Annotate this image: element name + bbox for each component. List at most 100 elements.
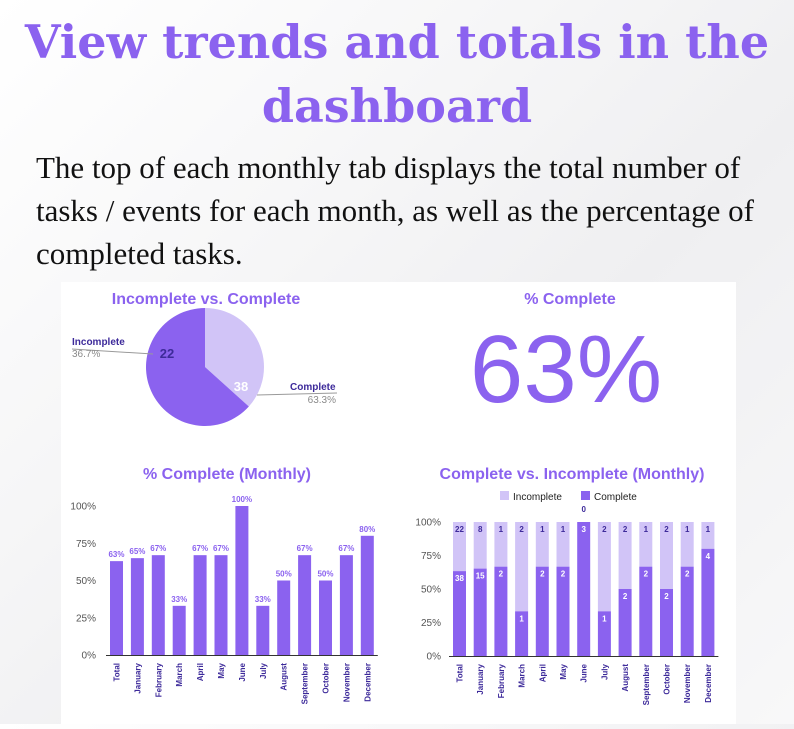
complete-value-label: 2 (499, 570, 504, 579)
x-tick-label: August (621, 664, 630, 692)
incomplete-value-label: 22 (455, 525, 464, 534)
complete-value-label: 3 (581, 525, 586, 534)
incomplete-value-label: 1 (540, 525, 545, 534)
bar-complete-january (473, 568, 487, 656)
incomplete-value-label: 1 (561, 525, 566, 534)
bar-complete-december (701, 548, 715, 656)
bar-incomplete-november (680, 522, 694, 567)
bar-complete-july (597, 611, 611, 656)
bar-data-label: 63% (108, 550, 124, 559)
bar-incomplete-august (618, 522, 632, 589)
bar-april (193, 555, 207, 655)
x-tick-label: November (342, 663, 351, 702)
bar-complete-april (535, 566, 549, 656)
bar-december (360, 535, 374, 655)
bar-january (130, 558, 144, 655)
bar-complete-august (618, 589, 632, 656)
bar-data-label: 33% (171, 595, 187, 604)
incomplete-value-label: 2 (623, 525, 628, 534)
bar-october (319, 580, 332, 655)
scorecard-title: % Complete (524, 291, 616, 308)
incomplete-value-label: 1 (644, 525, 649, 534)
bar-complete-february (494, 566, 508, 656)
x-tick-label: April (196, 663, 205, 681)
bar-data-label: 67% (338, 544, 354, 553)
complete-value-label: 15 (476, 572, 485, 581)
bar-incomplete-march (515, 522, 529, 612)
x-tick-label: Total (456, 664, 465, 683)
complete-value-label: 38 (455, 574, 464, 583)
bar-data-label: 67% (297, 544, 313, 553)
bar-july (256, 605, 270, 655)
pie-title: Incomplete vs. Complete (112, 291, 301, 308)
complete-value-label: 2 (664, 592, 669, 601)
y-tick-label: 100% (415, 518, 441, 529)
bar-complete-september (639, 566, 653, 656)
bar-complete-june (577, 522, 591, 656)
incomplete-value-label: 2 (602, 525, 607, 534)
x-tick-label: June (238, 662, 247, 681)
monthly-percent-chart: % Complete (Monthly) 0% 25% 50% 75% 100% 63% T… (70, 466, 378, 704)
bar-incomplete-october (660, 522, 673, 589)
y-tick-label: 0% (82, 651, 97, 662)
bar-incomplete-january (473, 522, 487, 569)
bar-complete-october (660, 589, 673, 656)
bar-february (151, 555, 165, 655)
incomplete-value-label: 1 (706, 525, 711, 534)
bar-incomplete-july (597, 522, 611, 612)
pie-leader-incomplete (71, 348, 154, 355)
legend-label-incomplete: Incomplete (513, 492, 562, 503)
complete-value-label: 2 (685, 570, 690, 579)
complete-value-label: 1 (602, 614, 607, 623)
x-tick-label: January (476, 663, 485, 694)
bar-data-label: 67% (150, 544, 166, 553)
page-description: The top of each monthly tab displays the… (36, 150, 754, 271)
x-tick-label: January (133, 662, 142, 693)
bar-incomplete-december (701, 522, 715, 549)
pie-label-incomplete: Incomplete (72, 337, 125, 348)
monthly-percent-title: % Complete (Monthly) (143, 466, 311, 483)
x-tick-label: December (704, 664, 713, 703)
y-tick-label: 0% (427, 652, 442, 663)
bar-data-label: 65% (129, 547, 145, 556)
x-tick-label: October (663, 664, 672, 695)
bar-data-label: 33% (255, 595, 271, 604)
bar-data-label: 67% (192, 544, 208, 553)
dashboard-panel: Incomplete vs. Complete Incomplete 36.7%… (61, 282, 736, 724)
x-tick-label: April (538, 664, 547, 682)
pie-label-complete: Complete (290, 382, 336, 393)
x-tick-label: October (322, 663, 331, 694)
y-tick-label: 75% (76, 539, 96, 550)
bar-complete-may (556, 566, 570, 656)
complete-value-label: 2 (623, 592, 628, 601)
incomplete-value-label: 8 (478, 525, 483, 534)
bar-november (339, 555, 353, 655)
bar-data-label: 50% (276, 570, 292, 579)
stacked-title: Complete vs. Incomplete (Monthly) (440, 466, 705, 483)
incomplete-value-label: 2 (664, 525, 669, 534)
pie-value-incomplete: 22 (160, 346, 174, 361)
incomplete-value-label: 1 (685, 525, 690, 534)
bar-incomplete-total (453, 522, 466, 572)
complete-value-label: 2 (540, 570, 545, 579)
x-tick-label: July (259, 662, 268, 679)
bar-september (298, 555, 312, 655)
complete-value-label: 2 (644, 570, 649, 579)
x-tick-label: May (217, 662, 226, 678)
x-tick-label: February (497, 663, 506, 698)
pie-percent-complete: 63.3% (308, 395, 336, 406)
y-tick-label: 50% (76, 576, 96, 587)
bar-may (214, 555, 228, 655)
bar-data-label: 80% (359, 525, 375, 534)
y-tick-label: 25% (76, 613, 96, 624)
page-heading: View trends and totals in the dashboard (24, 15, 770, 133)
y-tick-label: 25% (421, 618, 441, 629)
y-tick-label: 75% (421, 551, 441, 562)
x-tick-label: Total (113, 663, 122, 682)
legend-swatch-incomplete (500, 491, 509, 500)
x-tick-label: December (363, 663, 372, 702)
complete-value-label: 2 (561, 570, 566, 579)
pie-slice-complete (146, 308, 249, 426)
bar-incomplete-september (639, 522, 653, 567)
x-tick-label: August (280, 663, 289, 691)
